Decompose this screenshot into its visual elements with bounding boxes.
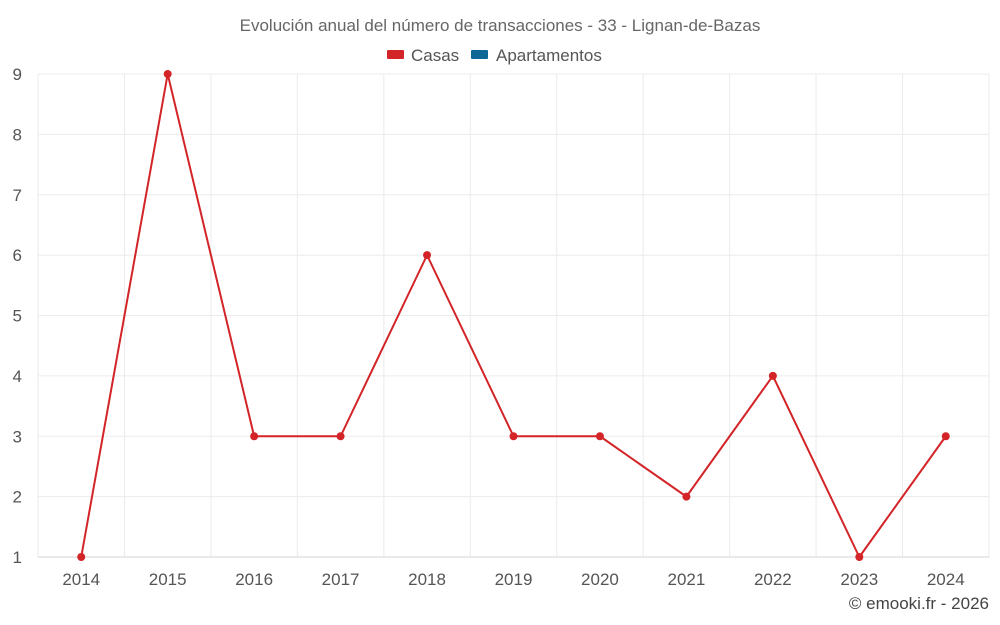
data-point-casas[interactable]: [336, 432, 345, 441]
x-tick-label: 2015: [149, 570, 187, 589]
y-tick-label: 8: [13, 125, 22, 144]
data-point-casas[interactable]: [682, 492, 691, 501]
data-point-casas[interactable]: [595, 432, 604, 441]
data-point-casas[interactable]: [941, 432, 950, 441]
y-axis-ticks: 1 2 3 4 5 6 7 8 9: [13, 65, 22, 567]
x-tick-label: 2023: [840, 570, 878, 589]
data-point-casas[interactable]: [163, 70, 172, 78]
y-tick-label: 7: [13, 186, 22, 205]
data-point-casas[interactable]: [509, 432, 518, 441]
x-tick-label: 2014: [62, 570, 100, 589]
x-tick-label: 2022: [754, 570, 792, 589]
legend-swatch-casas[interactable]: [387, 50, 404, 59]
x-axis-ticks: 2014 2015 2016 2017 2018 2019 2020 2021 2022 2023…: [62, 570, 964, 589]
grid: [37, 73, 990, 558]
y-tick-label: 4: [13, 367, 22, 386]
credit-text: © emooki.fr - 2026: [849, 594, 989, 613]
series-casas: [77, 70, 950, 561]
data-point-casas[interactable]: [250, 432, 259, 441]
chart-title: Evolución anual del número de transaccio…: [240, 16, 761, 35]
data-point-casas[interactable]: [77, 553, 86, 561]
x-tick-label: 2021: [667, 570, 705, 589]
y-tick-label: 2: [13, 488, 22, 507]
legend-swatch-apartamentos[interactable]: [471, 50, 488, 59]
y-tick-label: 9: [13, 65, 22, 84]
x-tick-label: 2017: [322, 570, 360, 589]
y-tick-label: 1: [13, 548, 22, 567]
y-tick-label: 6: [13, 246, 22, 265]
x-tick-label: 2018: [408, 570, 446, 589]
x-tick-label: 2019: [495, 570, 533, 589]
data-point-casas[interactable]: [855, 553, 864, 561]
y-tick-label: 5: [13, 307, 22, 326]
y-tick-label: 3: [13, 427, 22, 446]
legend-label-casas[interactable]: Casas: [411, 46, 459, 65]
x-tick-label: 2020: [581, 570, 619, 589]
x-tick-label: 2016: [235, 570, 273, 589]
data-point-casas[interactable]: [768, 371, 777, 380]
data-point-casas[interactable]: [423, 251, 432, 260]
legend: Casas Apartamentos: [387, 46, 602, 65]
legend-label-apartamentos[interactable]: Apartamentos: [496, 46, 602, 65]
x-tick-label: 2024: [927, 570, 965, 589]
